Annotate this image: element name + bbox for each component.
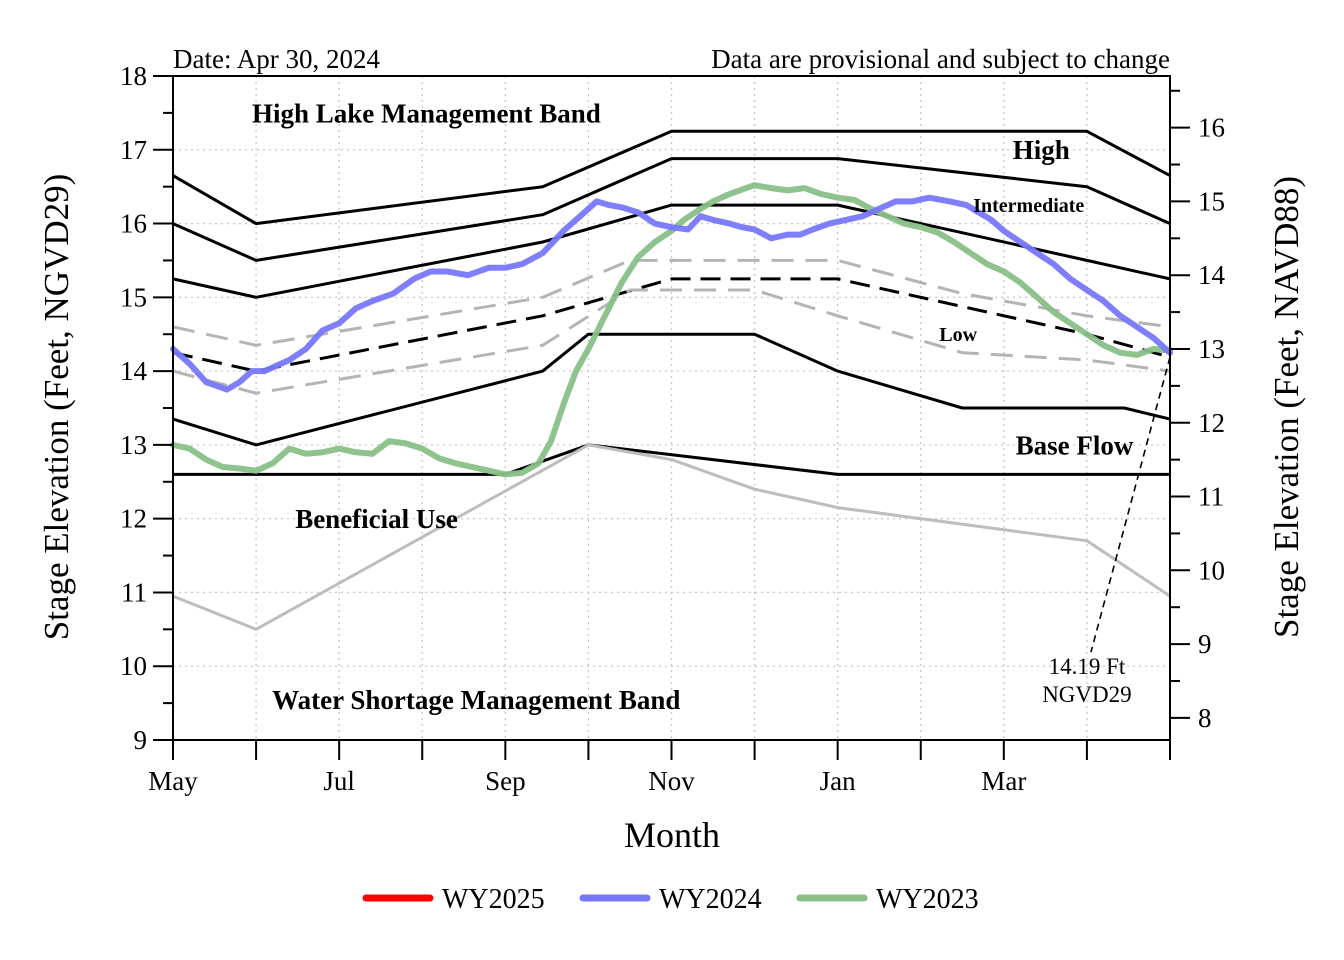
band-labels: High Lake Management Band High Intermediat… [252, 98, 1134, 715]
y-tick-label-left: 14 [120, 356, 148, 386]
legend-label-wy2023: WY2023 [876, 884, 979, 915]
y-axis-title-right: Stage Elevation (Feet, NAVD88) [1267, 176, 1306, 638]
y-tick-label-right: 8 [1198, 703, 1212, 733]
y-tick-label-left: 17 [120, 135, 147, 165]
y-tick-label-right: 15 [1198, 186, 1225, 216]
band-label-low: Low [939, 324, 977, 346]
water-year-series [170, 182, 1173, 653]
y-axis-title-left: Stage Elevation (Feet, NGVD29) [37, 174, 76, 641]
series-line-wy2023 [170, 182, 1173, 478]
band-line-high-top [172, 129, 1171, 226]
date-label: Date: Apr 30, 2024 [173, 44, 380, 74]
series-line-wy2024 [170, 194, 1173, 393]
y-tick-label-left: 11 [121, 577, 147, 607]
annotation-value-label: 14.19 Ft [1049, 654, 1126, 679]
x-tick-label: May [148, 766, 198, 796]
band-label-water-shortage: Water Shortage Management Band [272, 685, 680, 715]
axes: 9 10 11 12 13 14 15 16 17 18 8 9 10 11 12 13 14 15 16 May Ju… [120, 61, 1226, 796]
x-tick-label: Nov [648, 766, 695, 796]
band-label-intermediate: Intermediate [973, 195, 1084, 217]
y-tick-label-right: 13 [1198, 334, 1225, 364]
y-tick-label-left: 13 [120, 430, 147, 460]
y-tick-label-right: 16 [1198, 113, 1225, 143]
x-axis-title: Month [624, 815, 720, 855]
x-tick-label: Jul [323, 766, 355, 796]
band-label-high-lake: High Lake Management Band [252, 98, 601, 128]
band-label-base-flow: Base Flow [1016, 430, 1134, 460]
band-label-beneficial-use: Beneficial Use [295, 504, 458, 534]
provisional-disclaimer: Data are provisional and subject to chan… [711, 44, 1170, 74]
legend: WY2025 WY2024 WY2023 [362, 884, 979, 915]
grid-lines [173, 76, 1170, 740]
legend-label-wy2024: WY2024 [659, 884, 762, 915]
y-tick-label-right: 11 [1198, 482, 1224, 512]
y-tick-label-left: 9 [134, 725, 148, 755]
band-line-low-sense [172, 443, 1171, 631]
x-tick-label: Jan [820, 766, 856, 796]
y-tick-label-left: 18 [120, 61, 147, 91]
y-tick-label-left: 16 [120, 209, 147, 239]
x-tick-label: Sep [485, 766, 526, 796]
legend-label-wy2025: WY2025 [442, 884, 545, 915]
band-line-low-base [172, 332, 1171, 447]
annotation-datum-label: NGVD29 [1042, 682, 1131, 707]
band-line-high-int [172, 157, 1171, 262]
band-label-high: High [1013, 135, 1070, 165]
y-tick-label-left: 10 [120, 651, 147, 681]
y-tick-label-left: 12 [120, 504, 147, 534]
x-tick-label: Mar [981, 766, 1026, 796]
annotation-leader-line [1090, 356, 1171, 653]
y-tick-label-right: 9 [1198, 629, 1212, 659]
y-tick-label-right: 12 [1198, 408, 1225, 438]
band-line-gray-lower [172, 288, 1171, 395]
y-tick-label-right: 14 [1198, 260, 1226, 290]
y-tick-label-right: 10 [1198, 555, 1225, 585]
band-line-int-low [172, 203, 1171, 299]
y-tick-label-left: 15 [120, 282, 147, 312]
